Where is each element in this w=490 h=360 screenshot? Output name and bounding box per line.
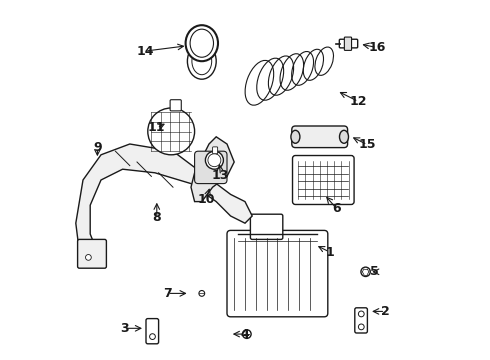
Ellipse shape (291, 130, 300, 143)
FancyBboxPatch shape (77, 239, 106, 268)
FancyBboxPatch shape (227, 230, 328, 317)
Text: 12: 12 (350, 95, 367, 108)
FancyBboxPatch shape (339, 39, 358, 48)
Text: 3: 3 (120, 322, 129, 335)
Text: 5: 5 (370, 265, 379, 278)
Ellipse shape (192, 48, 212, 75)
FancyBboxPatch shape (355, 308, 368, 333)
Ellipse shape (190, 29, 214, 57)
Text: 1: 1 (325, 246, 334, 258)
Text: 4: 4 (241, 328, 249, 341)
Text: 14: 14 (136, 45, 154, 58)
Text: 8: 8 (152, 211, 161, 224)
Polygon shape (191, 137, 234, 202)
FancyBboxPatch shape (293, 156, 354, 204)
Ellipse shape (186, 25, 218, 61)
Ellipse shape (340, 130, 348, 143)
Circle shape (86, 255, 91, 260)
Text: 16: 16 (368, 41, 386, 54)
Circle shape (208, 154, 221, 167)
FancyBboxPatch shape (195, 151, 227, 184)
Circle shape (358, 324, 364, 330)
FancyBboxPatch shape (344, 37, 351, 50)
Ellipse shape (187, 43, 216, 79)
Text: 6: 6 (333, 202, 341, 215)
Text: 10: 10 (197, 193, 215, 206)
FancyBboxPatch shape (292, 126, 347, 148)
FancyBboxPatch shape (213, 147, 218, 154)
FancyBboxPatch shape (170, 100, 181, 111)
Text: 11: 11 (148, 121, 166, 134)
Circle shape (148, 108, 195, 155)
Polygon shape (76, 144, 252, 252)
FancyBboxPatch shape (250, 214, 283, 239)
Circle shape (358, 311, 364, 317)
Circle shape (243, 330, 251, 338)
Circle shape (205, 151, 223, 169)
Text: 13: 13 (212, 169, 229, 182)
FancyBboxPatch shape (146, 319, 159, 344)
Text: 15: 15 (359, 138, 376, 151)
Text: 9: 9 (93, 141, 102, 154)
Circle shape (199, 291, 205, 296)
Text: 7: 7 (163, 287, 172, 300)
Circle shape (361, 267, 370, 276)
Text: 2: 2 (381, 305, 390, 318)
Circle shape (149, 334, 155, 339)
